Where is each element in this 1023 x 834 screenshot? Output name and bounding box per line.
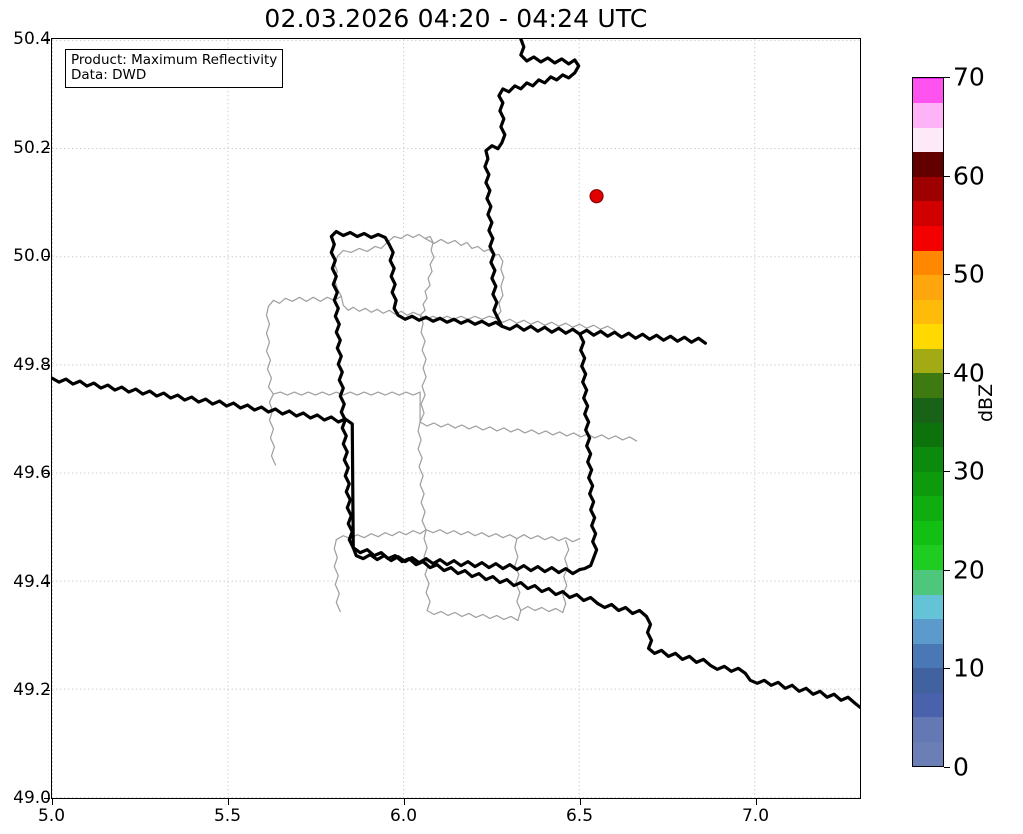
country-borders <box>52 39 860 709</box>
map-plot-area[interactable]: Product: Maximum Reflectivity Data: DWD <box>51 38 861 799</box>
colorbar-band-57.5-60 <box>913 176 943 202</box>
grid-lines <box>52 39 860 798</box>
colorbar-band-42.5-45 <box>913 323 943 349</box>
colorbar-band-60-62.5 <box>913 151 943 177</box>
info-data-line: Data: DWD <box>71 67 147 84</box>
x-tick-5.5: 5.5 <box>213 806 242 826</box>
colorbar-band-65-67.5 <box>913 102 943 128</box>
colorbar-band-2.5-5 <box>913 716 943 742</box>
y-tick-49.6: 49.6 <box>13 463 51 484</box>
colorbar-band-17.5-20 <box>913 569 943 595</box>
y-axis: 50.4 50.2 50.0 49.8 49.6 49.4 49.2 49.0 <box>0 29 51 808</box>
colorbar-band-45-47.5 <box>913 299 943 325</box>
colorbar-band-5-7.5 <box>913 692 943 718</box>
colorbar-band-7.5-10 <box>913 667 943 693</box>
y-tick-50.2: 50.2 <box>13 137 51 158</box>
colorbar-band-52.5-55 <box>913 225 943 251</box>
y-tick-50.4: 50.4 <box>13 29 51 50</box>
colorbar-band-70-72.5 <box>913 78 943 79</box>
colorbar-ticks: 70 60 50 40 30 20 10 0 <box>944 63 1023 782</box>
y-tick-49.8: 49.8 <box>13 354 51 375</box>
radar-station-marker[interactable] <box>589 189 604 204</box>
y-tick-49.4: 49.4 <box>13 571 51 592</box>
x-tick-6.5: 6.5 <box>565 806 594 826</box>
y-tick-49.2: 49.2 <box>13 679 51 700</box>
colorbar-band-27.5-30 <box>913 471 943 497</box>
colorbar-band-32.5-35 <box>913 422 943 448</box>
colorbar[interactable] <box>912 77 944 767</box>
colorbar-band-50-52.5 <box>913 250 943 276</box>
colorbar-band-47.5-50 <box>913 274 943 300</box>
cb-tick-70: 70 <box>953 62 985 92</box>
x-tick-7.0: 7.0 <box>741 806 770 826</box>
x-axis: 5.0 5.5 6.0 6.5 7.0 <box>38 799 862 833</box>
colorbar-band-30-32.5 <box>913 446 943 472</box>
colorbar-band-20-22.5 <box>913 544 943 570</box>
y-tick-50.0: 50.0 <box>13 246 51 267</box>
y-tick-49.0: 49.0 <box>13 788 51 809</box>
cb-tick-40: 40 <box>953 358 985 388</box>
colorbar-band-62.5-65 <box>913 127 943 153</box>
colorbar-band-40-42.5 <box>913 348 943 374</box>
colorbar-band-25-27.5 <box>913 495 943 521</box>
cb-tick-0: 0 <box>953 752 969 782</box>
colorbar-band-15-17.5 <box>913 594 943 620</box>
colorbar-band-37.5-40 <box>913 372 943 398</box>
x-tick-6.0: 6.0 <box>389 806 418 826</box>
colorbar-band-12.5-15 <box>913 618 943 644</box>
colorbar-band-22.5-25 <box>913 520 943 546</box>
cb-tick-50: 50 <box>953 259 985 289</box>
colorbar-band-35-37.5 <box>913 397 943 423</box>
info-product-line: Product: Maximum Reflectivity <box>71 52 278 68</box>
colorbar-band-0-2.5 <box>913 741 943 766</box>
product-info-box: Product: Maximum Reflectivity Data: DWD <box>65 49 284 89</box>
cb-tick-30: 30 <box>953 456 985 486</box>
x-tick-5.0: 5.0 <box>37 806 66 826</box>
map-canvas <box>52 39 860 798</box>
cb-tick-20: 20 <box>953 555 985 585</box>
colorbar-band-55-57.5 <box>913 200 943 226</box>
colorbar-axis-label: dBZ <box>975 383 997 422</box>
cb-tick-10: 10 <box>953 653 985 683</box>
colorbar-band-10-12.5 <box>913 643 943 669</box>
cb-tick-60: 60 <box>953 161 985 191</box>
page-title: 02.03.2026 04:20 - 04:24 UTC <box>264 4 648 33</box>
colorbar-band-67.5-70 <box>913 78 943 104</box>
